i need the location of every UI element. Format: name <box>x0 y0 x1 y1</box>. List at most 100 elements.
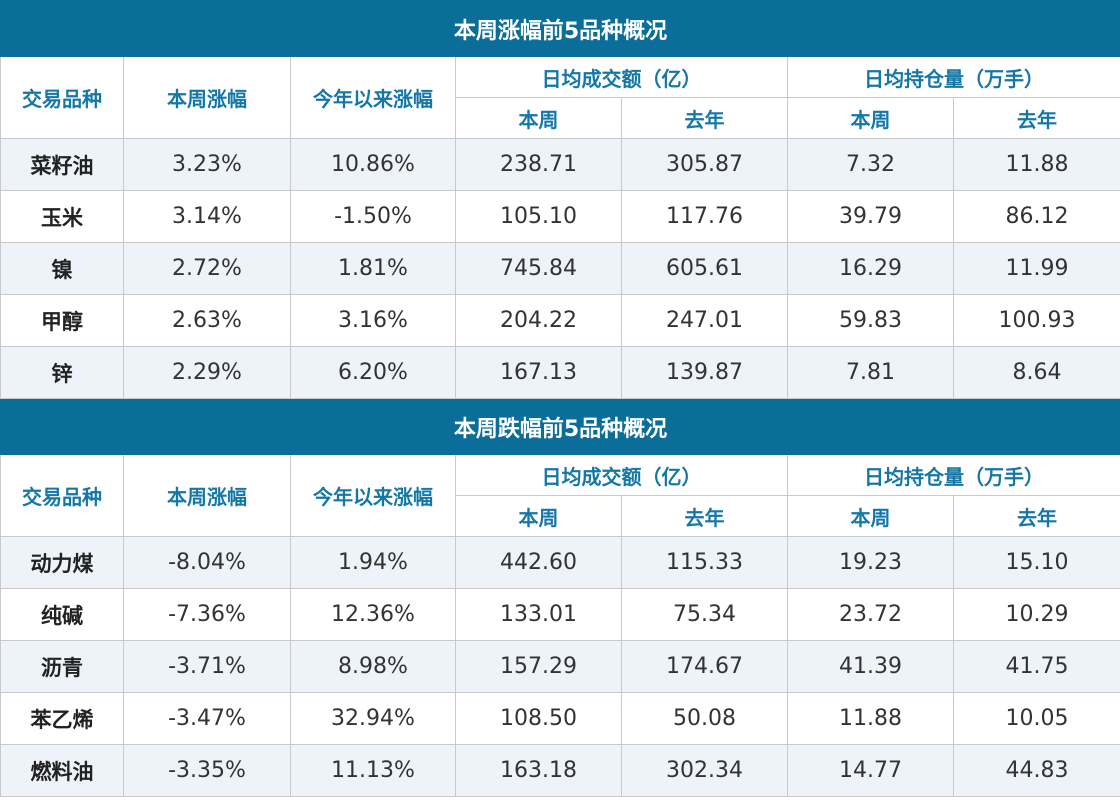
header-oi-last-year: 去年 <box>952 495 1120 537</box>
week-change-value: 3.23% <box>123 138 291 191</box>
volume-this-week-value: 442.60 <box>455 536 622 589</box>
variety-name: 燃料油 <box>0 744 124 797</box>
oi-this-week-value: 39.79 <box>787 190 954 243</box>
header-ytd-change: 今年以来涨幅 <box>290 56 456 139</box>
volume-this-week-value: 108.50 <box>455 692 622 745</box>
header-oi-last-year: 去年 <box>952 97 1120 139</box>
volume-this-week-value: 167.13 <box>455 346 622 399</box>
oi-this-week-value: 7.32 <box>787 138 954 191</box>
header-oi-this-week: 本周 <box>787 495 954 537</box>
ytd-change-value: 6.20% <box>290 346 456 399</box>
ytd-change-value: -1.50% <box>290 190 456 243</box>
header-avg-volume: 日均成交额（亿） <box>455 56 788 98</box>
oi-last-year-value: 15.10 <box>952 536 1120 589</box>
volume-last-year-value: 302.34 <box>621 744 788 797</box>
oi-this-week-value: 23.72 <box>787 588 954 641</box>
week-change-value: -8.04% <box>123 536 291 589</box>
ytd-change-value: 1.81% <box>290 242 456 295</box>
decliners-body: 动力煤 -8.04% 1.94% 442.60 115.33 19.23 15.… <box>0 536 1120 797</box>
table-row: 菜籽油 3.23% 10.86% 238.71 305.87 7.32 11.8… <box>0 138 1120 191</box>
variety-name: 苯乙烯 <box>0 692 124 745</box>
oi-this-week-value: 16.29 <box>787 242 954 295</box>
volume-last-year-value: 50.08 <box>621 692 788 745</box>
volume-last-year-value: 247.01 <box>621 294 788 347</box>
oi-this-week-value: 19.23 <box>787 536 954 589</box>
week-change-value: -3.47% <box>123 692 291 745</box>
variety-name: 沥青 <box>0 640 124 693</box>
oi-last-year-value: 11.99 <box>952 242 1120 295</box>
volume-this-week-value: 157.29 <box>455 640 622 693</box>
header-volume-this-week: 本周 <box>455 495 622 537</box>
volume-last-year-value: 115.33 <box>621 536 788 589</box>
variety-name: 锌 <box>0 346 124 399</box>
week-change-value: 2.72% <box>123 242 291 295</box>
oi-last-year-value: 10.05 <box>952 692 1120 745</box>
variety-name: 玉米 <box>0 190 124 243</box>
oi-this-week-value: 14.77 <box>787 744 954 797</box>
variety-name: 动力煤 <box>0 536 124 589</box>
week-change-value: 2.63% <box>123 294 291 347</box>
oi-last-year-value: 41.75 <box>952 640 1120 693</box>
table-row: 纯碱 -7.36% 12.36% 133.01 75.34 23.72 10.2… <box>0 588 1120 641</box>
table-row: 燃料油 -3.35% 11.13% 163.18 302.34 14.77 44… <box>0 744 1120 797</box>
volume-last-year-value: 117.76 <box>621 190 788 243</box>
volume-this-week-value: 105.10 <box>455 190 622 243</box>
ytd-change-value: 3.16% <box>290 294 456 347</box>
volume-this-week-value: 745.84 <box>455 242 622 295</box>
table-row: 甲醇 2.63% 3.16% 204.22 247.01 59.83 100.9… <box>0 294 1120 347</box>
oi-last-year-value: 8.64 <box>952 346 1120 399</box>
volume-last-year-value: 174.67 <box>621 640 788 693</box>
week-change-value: -7.36% <box>123 588 291 641</box>
variety-name: 镍 <box>0 242 124 295</box>
gainers-body: 菜籽油 3.23% 10.86% 238.71 305.87 7.32 11.8… <box>0 138 1120 399</box>
table-row: 苯乙烯 -3.47% 32.94% 108.50 50.08 11.88 10.… <box>0 692 1120 745</box>
week-change-value: -3.35% <box>123 744 291 797</box>
variety-name: 纯碱 <box>0 588 124 641</box>
oi-last-year-value: 11.88 <box>952 138 1120 191</box>
volume-this-week-value: 238.71 <box>455 138 622 191</box>
table-row: 动力煤 -8.04% 1.94% 442.60 115.33 19.23 15.… <box>0 536 1120 589</box>
volume-last-year-value: 605.61 <box>621 242 788 295</box>
ytd-change-value: 10.86% <box>290 138 456 191</box>
week-change-value: 3.14% <box>123 190 291 243</box>
oi-this-week-value: 41.39 <box>787 640 954 693</box>
header-variety: 交易品种 <box>0 56 124 139</box>
week-change-value: 2.29% <box>123 346 291 399</box>
header-ytd-change: 今年以来涨幅 <box>290 454 456 537</box>
table-row: 玉米 3.14% -1.50% 105.10 117.76 39.79 86.1… <box>0 190 1120 243</box>
header-volume-last-year: 去年 <box>621 495 788 537</box>
ytd-change-value: 11.13% <box>290 744 456 797</box>
header-week-change: 本周涨幅 <box>123 56 291 139</box>
oi-this-week-value: 7.81 <box>787 346 954 399</box>
header-avg-oi: 日均持仓量（万手） <box>786 56 1120 98</box>
gainers-title: 本周涨幅前5品种概况 <box>0 0 1120 57</box>
ytd-change-value: 32.94% <box>290 692 456 745</box>
week-change-value: -3.71% <box>123 640 291 693</box>
volume-last-year-value: 305.87 <box>621 138 788 191</box>
volume-last-year-value: 75.34 <box>621 588 788 641</box>
header-week-change: 本周涨幅 <box>123 454 291 537</box>
volume-this-week-value: 163.18 <box>455 744 622 797</box>
oi-last-year-value: 10.29 <box>952 588 1120 641</box>
header-volume-this-week: 本周 <box>455 97 622 139</box>
oi-last-year-value: 86.12 <box>952 190 1120 243</box>
volume-this-week-value: 204.22 <box>455 294 622 347</box>
variety-name: 甲醇 <box>0 294 124 347</box>
volume-this-week-value: 133.01 <box>455 588 622 641</box>
header-variety: 交易品种 <box>0 454 124 537</box>
volume-last-year-value: 139.87 <box>621 346 788 399</box>
table-row: 锌 2.29% 6.20% 167.13 139.87 7.81 8.64 <box>0 346 1120 399</box>
oi-this-week-value: 11.88 <box>787 692 954 745</box>
decliners-title: 本周跌幅前5品种概况 <box>0 398 1120 455</box>
variety-name: 菜籽油 <box>0 138 124 191</box>
table-row: 沥青 -3.71% 8.98% 157.29 174.67 41.39 41.7… <box>0 640 1120 693</box>
ytd-change-value: 8.98% <box>290 640 456 693</box>
ytd-change-value: 1.94% <box>290 536 456 589</box>
header-avg-volume: 日均成交额（亿） <box>455 454 788 496</box>
header-oi-this-week: 本周 <box>787 97 954 139</box>
header-avg-oi: 日均持仓量（万手） <box>786 454 1120 496</box>
oi-last-year-value: 100.93 <box>952 294 1120 347</box>
ytd-change-value: 12.36% <box>290 588 456 641</box>
oi-this-week-value: 59.83 <box>787 294 954 347</box>
